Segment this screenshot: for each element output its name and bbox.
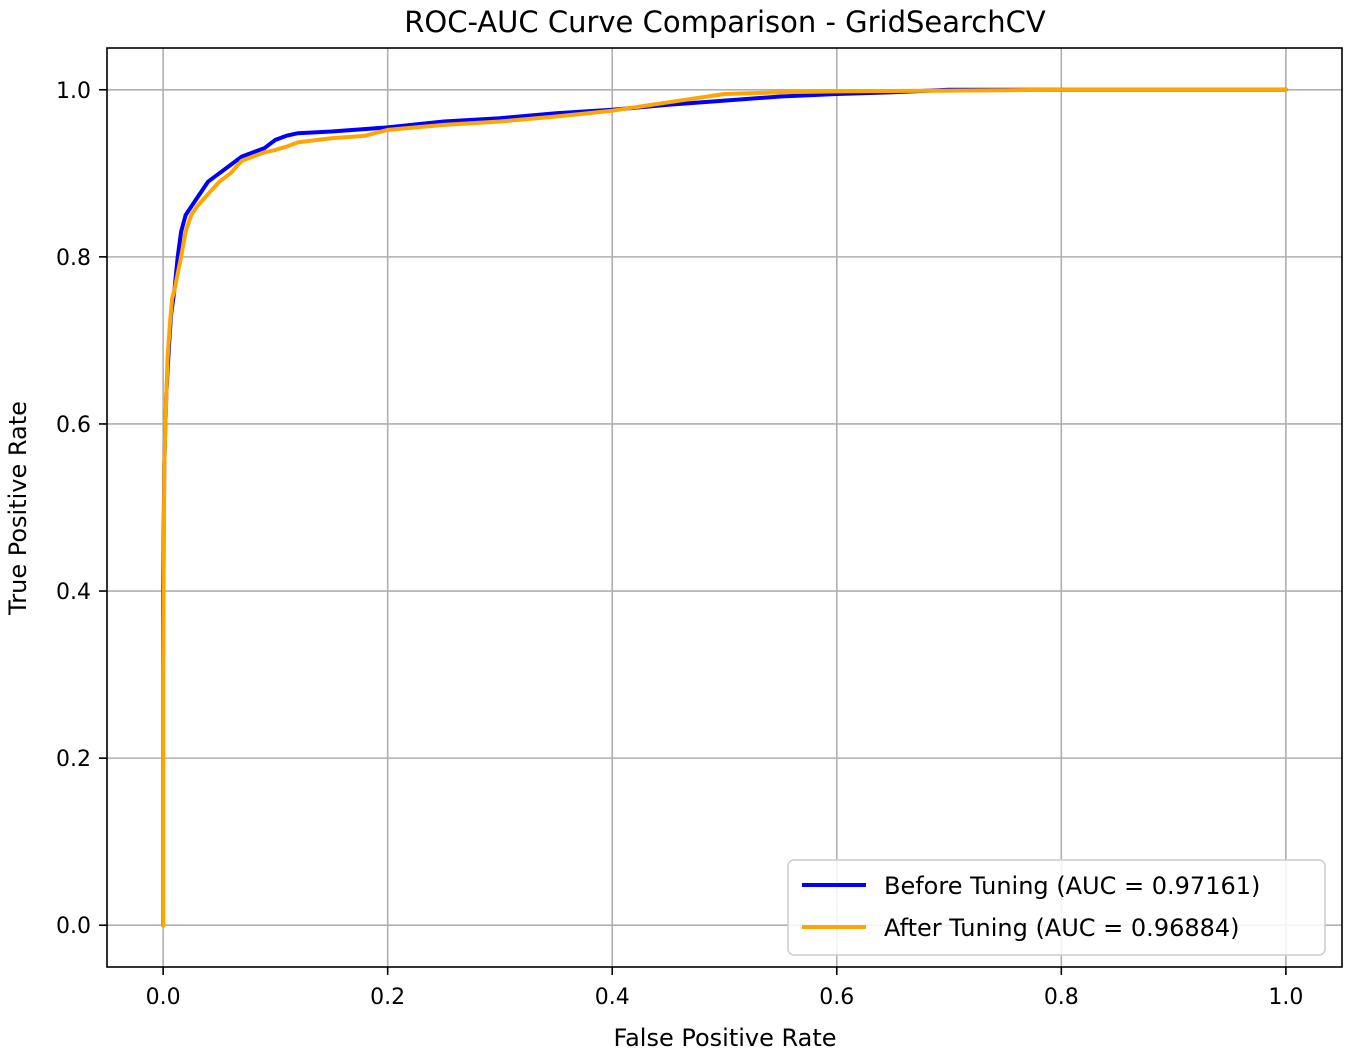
x-tick-label: 0.8 [1044,985,1079,1010]
grid-lines [107,48,1342,967]
x-tick-label: 0.2 [370,985,405,1010]
y-tick-label: 0.6 [56,413,91,438]
x-axis-label: False Positive Rate [613,1024,836,1052]
y-axis-label: True Positive Rate [4,401,32,616]
y-tick-label: 1.0 [56,79,91,104]
x-tick-label: 0.4 [595,985,630,1010]
series-layer [161,87,1288,928]
y-tick-label: 0.8 [56,246,91,271]
y-tick-label: 0.2 [56,747,91,772]
legend-label-before: Before Tuning (AUC = 0.97161) [884,872,1260,900]
series-line-before-tuning [161,87,1288,928]
legend-box [787,859,1326,956]
y-tick-label: 0.0 [56,914,91,939]
series-line-after-tuning [161,87,1288,928]
x-tick-label: 0.0 [146,985,181,1010]
x-axis-ticks: 0.0 0.2 0.4 0.6 0.8 1.0 [146,967,1303,1010]
legend: Before Tuning (AUC = 0.97161) After Tuni… [787,859,1326,956]
y-axis-ticks: 0.0 0.2 0.4 0.6 0.8 1.0 [56,79,107,939]
chart-title: ROC-AUC Curve Comparison - GridSearchCV [404,5,1046,39]
x-tick-label: 1.0 [1268,985,1303,1010]
y-tick-label: 0.4 [56,580,91,605]
plot-frame [106,47,1343,968]
x-tick-label: 0.6 [819,985,854,1010]
legend-label-after: After Tuning (AUC = 0.96884) [884,914,1240,942]
